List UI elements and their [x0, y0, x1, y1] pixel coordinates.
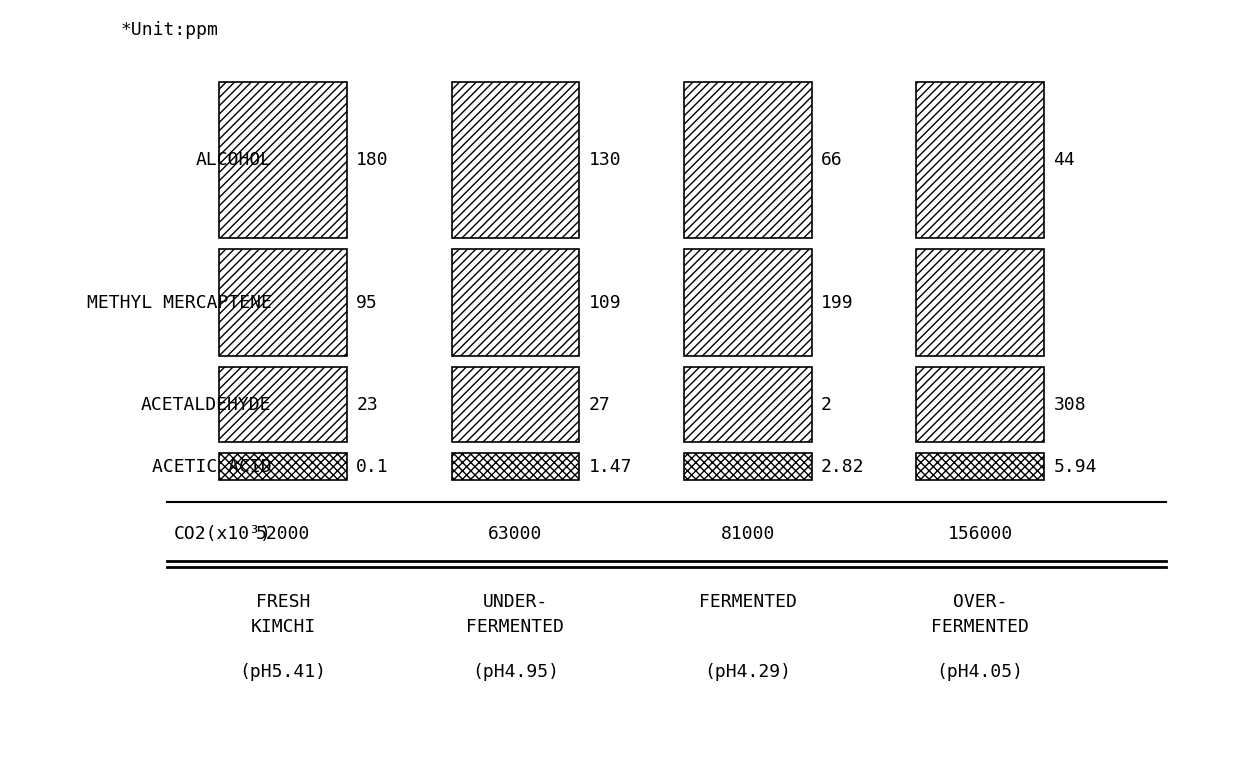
Text: 2.82: 2.82 [821, 458, 864, 476]
Text: 81000: 81000 [720, 525, 775, 543]
Text: 308: 308 [1054, 395, 1086, 413]
Bar [916, 82, 1044, 238]
Bar [916, 249, 1044, 356]
Text: 0.1: 0.1 [356, 458, 389, 476]
Bar [684, 249, 812, 356]
Bar [684, 453, 812, 480]
Text: 199: 199 [821, 293, 853, 312]
Text: 156000: 156000 [947, 525, 1013, 543]
Text: METHYL MERCAPTENE: METHYL MERCAPTENE [87, 293, 272, 312]
Text: (pH5.41): (pH5.41) [239, 663, 326, 681]
Bar [916, 367, 1044, 442]
Text: 5.94: 5.94 [1054, 458, 1097, 476]
Text: 66: 66 [821, 151, 843, 169]
Text: UNDER-
FERMENTED: UNDER- FERMENTED [466, 593, 564, 636]
Text: ACETALDEHYDE: ACETALDEHYDE [141, 395, 272, 413]
Bar [219, 453, 347, 480]
Text: 44: 44 [1054, 151, 1075, 169]
Bar [451, 453, 579, 480]
Text: OVER-
FERMENTED: OVER- FERMENTED [931, 593, 1029, 636]
Text: (pH4.95): (pH4.95) [472, 663, 559, 681]
Bar [219, 249, 347, 356]
Text: 27: 27 [589, 395, 610, 413]
Text: *Unit:ppm: *Unit:ppm [120, 21, 218, 39]
Text: FERMENTED: FERMENTED [699, 593, 797, 611]
Bar [219, 82, 347, 238]
Bar [451, 82, 579, 238]
Text: CO2(x10³): CO2(x10³) [174, 525, 272, 543]
Text: 63000: 63000 [489, 525, 543, 543]
Bar [916, 453, 1044, 480]
Text: 23: 23 [356, 395, 378, 413]
Text: (pH4.29): (pH4.29) [704, 663, 791, 681]
Text: FRESH
KIMCHI: FRESH KIMCHI [250, 593, 316, 636]
Text: 1.47: 1.47 [589, 458, 632, 476]
Text: ACETIC ACID: ACETIC ACID [151, 458, 272, 476]
Bar [451, 249, 579, 356]
Text: 109: 109 [589, 293, 621, 312]
Text: 52000: 52000 [255, 525, 310, 543]
Text: 130: 130 [589, 151, 621, 169]
Text: ALCOHOL: ALCOHOL [195, 151, 272, 169]
Text: 2: 2 [821, 395, 832, 413]
Text: 180: 180 [356, 151, 389, 169]
Bar [684, 367, 812, 442]
Bar [684, 82, 812, 238]
Bar [219, 367, 347, 442]
Text: 95: 95 [356, 293, 378, 312]
Bar [451, 367, 579, 442]
Text: (pH4.05): (pH4.05) [936, 663, 1024, 681]
